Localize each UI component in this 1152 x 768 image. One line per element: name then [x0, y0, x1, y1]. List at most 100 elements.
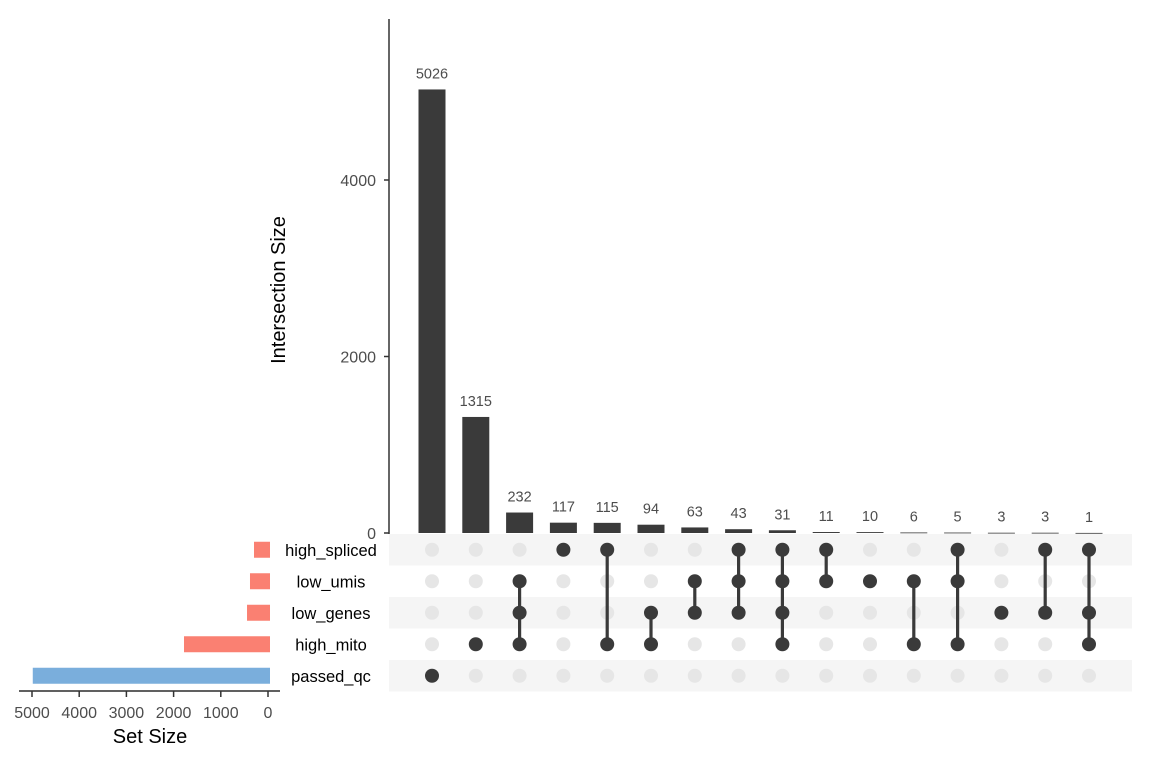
matrix-dot-inactive — [600, 668, 615, 683]
matrix-stripe-low_genes — [389, 597, 1132, 629]
intersection-bar — [812, 532, 840, 533]
intersection-bar — [856, 532, 884, 533]
matrix-dot-inactive — [731, 668, 746, 683]
intersection-bar — [418, 89, 446, 533]
matrix-dot-inactive — [425, 605, 439, 620]
matrix-dot-inactive — [994, 668, 1009, 683]
set-size-bar-low_genes — [247, 604, 270, 621]
matrix-dot-active — [1038, 542, 1053, 557]
matrix-dot-inactive — [644, 574, 658, 589]
intersection-bar-label: 11 — [819, 509, 834, 525]
y-tick-label: 4000 — [340, 173, 376, 190]
intersection-bar — [987, 532, 1015, 534]
matrix-dot-inactive — [863, 668, 877, 683]
matrix-dot-inactive — [906, 542, 921, 557]
matrix-dot-inactive — [512, 668, 527, 683]
matrix-dot-inactive — [425, 574, 439, 589]
y-tick-label: 2000 — [340, 350, 376, 367]
matrix-dot-inactive — [819, 668, 834, 683]
set-label-high_spliced: high_spliced — [285, 542, 377, 560]
matrix-dot-inactive — [1082, 668, 1096, 683]
matrix-dot-inactive — [687, 542, 702, 557]
matrix-stripe-high_spliced — [389, 534, 1132, 566]
intersection-bar-label: 1315 — [460, 394, 492, 410]
intersection-bar — [681, 527, 709, 533]
matrix-dot-active — [775, 637, 790, 652]
matrix-dot-active — [512, 574, 527, 589]
matrix-dot-inactive — [644, 668, 658, 683]
matrix-dot-active — [512, 605, 527, 620]
intersection-bar-label: 6 — [910, 509, 918, 525]
matrix-dot-active — [1082, 542, 1096, 557]
matrix-dot-active — [600, 542, 615, 557]
x-tick-label: 5000 — [14, 705, 50, 722]
matrix-dot-inactive — [556, 637, 571, 652]
matrix-dot-inactive — [425, 637, 439, 652]
matrix-dot-inactive — [863, 542, 877, 557]
matrix-dot-inactive — [687, 637, 702, 652]
matrix-dots — [425, 542, 1096, 683]
matrix-dot-inactive — [556, 605, 571, 620]
matrix-dot-active — [556, 542, 571, 557]
intersection-bar-label: 94 — [643, 502, 659, 518]
intersection-bar — [637, 524, 665, 533]
matrix-dot-inactive — [468, 542, 483, 557]
intersection-bar — [1075, 532, 1103, 534]
matrix-dot-active — [994, 605, 1009, 620]
intersection-bar — [1031, 532, 1059, 534]
matrix-dot-active — [644, 605, 658, 620]
matrix-dot-inactive — [425, 542, 439, 557]
intersection-y-axis: 0 2000 4000 — [340, 19, 390, 543]
intersection-bar-label: 1 — [1085, 510, 1093, 526]
matrix-dot-active — [1082, 605, 1096, 620]
matrix-dot-active — [950, 574, 965, 589]
matrix-dot-inactive — [775, 668, 790, 683]
matrix-dot-active — [950, 637, 965, 652]
intersection-y-axis-title: Intersection Size — [268, 216, 290, 364]
intersection-bar — [900, 532, 928, 534]
matrix-dot-active — [1082, 637, 1096, 652]
set-size-bars — [32, 541, 271, 684]
intersection-bar — [462, 416, 490, 533]
matrix-dot-active — [644, 637, 658, 652]
matrix-dot-active — [1038, 605, 1053, 620]
set-label-low_genes: low_genes — [292, 605, 371, 623]
matrix-dot-inactive — [1038, 637, 1053, 652]
intersection-bar — [549, 522, 577, 533]
intersection-bar — [725, 529, 753, 533]
matrix-dot-inactive — [468, 574, 483, 589]
matrix-dot-inactive — [994, 637, 1009, 652]
matrix-stripes — [389, 534, 1132, 692]
matrix-dot-inactive — [1038, 668, 1053, 683]
matrix-dot-inactive — [994, 574, 1009, 589]
intersection-bar-label: 43 — [731, 506, 747, 522]
matrix-dot-active — [731, 542, 746, 557]
intersection-bars — [418, 89, 1103, 534]
matrix-dot-active — [819, 574, 834, 589]
set-size-bar-high_spliced — [253, 541, 270, 558]
matrix-dot-inactive — [468, 668, 483, 683]
y-tick-label: 0 — [367, 526, 376, 543]
matrix-dot-inactive — [994, 542, 1009, 557]
intersection-bar — [593, 522, 621, 533]
matrix-dot-inactive — [468, 605, 483, 620]
intersection-bar-label: 31 — [774, 507, 790, 523]
matrix-dot-active — [906, 574, 921, 589]
x-tick-label: 2000 — [156, 705, 192, 722]
intersection-bar — [506, 512, 534, 533]
x-tick-label: 1000 — [203, 705, 239, 722]
set-label-passed_qc: passed_qc — [291, 668, 371, 686]
matrix-dot-inactive — [512, 542, 527, 557]
matrix-dot-active — [731, 574, 746, 589]
matrix-dot-inactive — [863, 605, 877, 620]
matrix-dot-inactive — [644, 542, 658, 557]
matrix-dot-active — [468, 637, 483, 652]
intersection-bar-label: 10 — [862, 509, 878, 525]
set-size-x-axis: 5000 4000 3000 2000 1000 0 — [14, 690, 280, 722]
matrix-dot-inactive — [906, 668, 921, 683]
matrix-stripe-passed_qc — [389, 660, 1132, 692]
intersection-bar-label: 5026 — [416, 66, 448, 82]
matrix-dot-active — [950, 542, 965, 557]
